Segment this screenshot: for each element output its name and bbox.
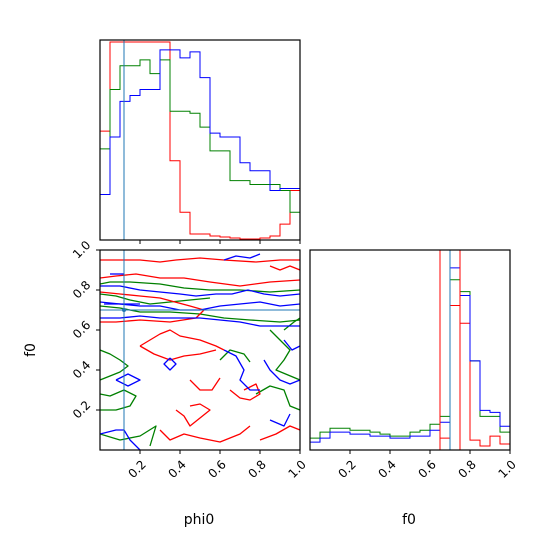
f0-hist-blue [310, 267, 510, 450]
contour-green [100, 293, 211, 305]
contour-red [100, 257, 300, 263]
contour-green [255, 385, 300, 411]
contour-red [259, 425, 300, 441]
contour-green [100, 281, 300, 293]
phi0-hist-blue [100, 49, 300, 240]
joint-x-tick-label: 0.4 [165, 457, 188, 480]
x-axis-label-phi0: phi0 [184, 512, 215, 528]
joint-y-tick-label: 0.2 [70, 398, 93, 421]
contour-red [269, 265, 300, 271]
contour-blue [269, 413, 291, 427]
contour-blue [163, 357, 177, 371]
contour-red [100, 273, 300, 287]
joint-x-tick-label: 1.0 [285, 457, 308, 480]
f0-hist-frame [309, 249, 511, 451]
contour-blue [100, 315, 300, 327]
f0-hist-x-tick-label: 0.2 [335, 457, 358, 480]
joint-y-tick-label: 0.4 [70, 358, 93, 381]
contour-blue [223, 253, 261, 261]
f0-hist-x-tick-label: 0.4 [375, 457, 398, 480]
joint-truth-marker [122, 308, 126, 312]
joint-y-tick-label: 0.6 [70, 318, 93, 341]
f0-hist-x-tick-label: 0.6 [415, 457, 438, 480]
contour-green [100, 425, 157, 447]
joint-x-tick-label: 0.8 [245, 457, 268, 480]
contour-blue [115, 373, 141, 387]
contour-red [139, 345, 217, 361]
phi0-histogram-panel [99, 39, 301, 244]
contour-green [100, 349, 129, 381]
phi0-hist-green [100, 59, 300, 240]
contour-red [159, 425, 251, 443]
contour-blue [223, 349, 260, 391]
f0-hist-x-tick-label: 1.0 [495, 457, 518, 480]
contour-red [229, 383, 261, 401]
contour-red [189, 377, 221, 391]
f0-hist-x-tick-label: 0.8 [455, 457, 478, 480]
x-axis-label-f0: f0 [402, 512, 416, 528]
joint-x-tick-label: 0.2 [125, 457, 148, 480]
contour-red [139, 329, 225, 351]
joint-x-tick-label: 0.6 [205, 457, 228, 480]
joint-frame [99, 249, 301, 451]
contour-green [283, 317, 300, 331]
contour-blue [100, 285, 300, 297]
f0-histogram-panel: 0.2 0.4 0.6 0.8 1.0 [309, 249, 519, 481]
contour-red [175, 403, 211, 427]
joint-contour-panel: 0.2 0.4 0.6 0.8 1.0 0.2 0.4 0.6 0.8 1.0 [70, 238, 309, 481]
y-axis-label-f0: f0 [23, 343, 39, 357]
joint-y-tick-label: 1.0 [70, 238, 93, 261]
contour-blue [283, 339, 300, 351]
phi0-hist-red [100, 41, 300, 240]
contour-blue [263, 359, 300, 385]
phi0-hist-frame [99, 39, 301, 241]
contour-green [219, 349, 251, 363]
contour-green [269, 329, 300, 381]
contour-green [100, 389, 137, 411]
joint-y-tick-label: 0.8 [70, 278, 93, 301]
